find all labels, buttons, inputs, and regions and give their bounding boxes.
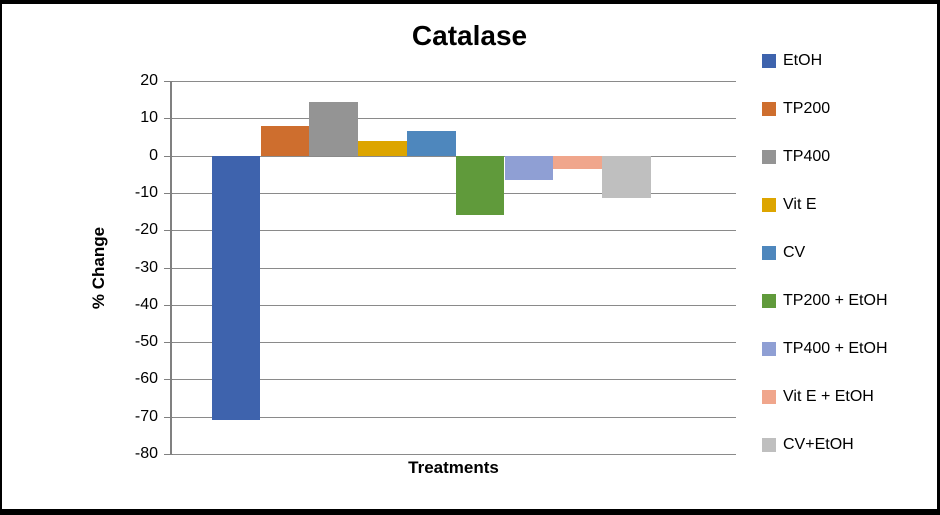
- legend-swatch-vit-e-etoh: [762, 390, 776, 404]
- legend-label: TP200: [783, 100, 831, 117]
- bar-tp200[interactable]: [260, 125, 310, 156]
- y-tick-label: -10: [134, 183, 158, 201]
- legend-item-vit-e[interactable]: Vit E: [762, 195, 817, 215]
- legend-label: CV: [783, 244, 806, 261]
- bar-tp200-etoh[interactable]: [455, 155, 505, 216]
- y-tick-mark: [164, 267, 173, 269]
- legend-swatch-cv: [762, 246, 776, 260]
- legend-label: Vit E + EtOH: [783, 388, 874, 405]
- legend-swatch-vit-e: [762, 198, 776, 212]
- y-tick-label: -20: [134, 221, 158, 239]
- bar-cv[interactable]: [406, 131, 456, 156]
- gridline--50: [171, 342, 736, 344]
- legend-item-tp400[interactable]: TP400: [762, 147, 830, 167]
- y-tick-mark: [164, 81, 173, 82]
- legend-swatch-tp400: [762, 150, 776, 164]
- y-tick-label: 10: [140, 109, 158, 127]
- y-tick-mark: [164, 304, 173, 306]
- y-tick-label: 20: [140, 72, 158, 89]
- gridline-0: [171, 155, 736, 157]
- y-tick-mark: [164, 192, 173, 194]
- y-tick-label: -30: [134, 258, 158, 276]
- bar-cv-etoh[interactable]: [602, 155, 651, 199]
- y-tick-label: -70: [134, 407, 158, 425]
- legend-label: TP400 + EtOH: [783, 340, 888, 357]
- gridline--10: [171, 192, 736, 194]
- legend-swatch-tp400-etoh: [762, 342, 776, 356]
- chart-title: Catalase: [411, 20, 528, 51]
- y-tick-mark: [164, 342, 173, 344]
- legend-item-vit-e-etoh[interactable]: Vit E + EtOH: [762, 387, 874, 407]
- y-tick-label: 0: [149, 146, 158, 164]
- legend-item-tp200[interactable]: TP200: [762, 99, 830, 119]
- bar-vit-e[interactable]: [358, 140, 407, 156]
- legend-item-etoh[interactable]: EtOH: [762, 51, 822, 71]
- legend-item-tp200-etoh[interactable]: TP200 + EtOH: [762, 291, 888, 311]
- legend-item-tp400-etoh[interactable]: TP400 + EtOH: [762, 339, 888, 359]
- y-tick-mark: [164, 155, 173, 157]
- y-tick-mark: [164, 118, 173, 120]
- legend-swatch-tp200-etoh: [762, 294, 776, 308]
- legend-swatch-cv-etoh: [762, 438, 776, 452]
- legend-item-cv[interactable]: CV: [762, 243, 805, 263]
- gridline--40: [171, 304, 736, 306]
- y-tick-mark: [164, 454, 173, 455]
- bar-vit-e-etoh[interactable]: [553, 155, 603, 169]
- x-axis-title: Treatments: [408, 458, 499, 477]
- legend-swatch-tp200: [762, 102, 776, 116]
- y-tick-label: -50: [134, 333, 158, 351]
- y-tick-mark: [164, 379, 173, 381]
- gridline-20: [171, 81, 736, 82]
- bar-tp400-etoh[interactable]: [504, 155, 554, 180]
- y-tick-mark: [164, 416, 173, 418]
- gridline--80: [171, 454, 736, 455]
- legend-swatch-etoh: [762, 54, 776, 68]
- bar-tp400[interactable]: [309, 101, 359, 156]
- legend-item-cv-etoh[interactable]: CV+EtOH: [762, 435, 854, 455]
- y-tick-mark: [164, 230, 173, 232]
- bar-etoh[interactable]: [211, 155, 261, 421]
- y-tick-label: -80: [134, 445, 158, 462]
- legend-label: CV+EtOH: [783, 436, 854, 453]
- gridline--60: [171, 379, 736, 381]
- y-tick-label: -40: [134, 295, 158, 313]
- legend-label: Vit E: [783, 196, 817, 213]
- y-tick-label: -60: [134, 370, 158, 388]
- legend-label: TP200 + EtOH: [783, 292, 888, 309]
- gridline-10: [171, 118, 736, 120]
- y-axis-line: [170, 81, 172, 455]
- gridline--70: [171, 416, 736, 418]
- legend-label: TP400: [783, 148, 831, 165]
- gridline--20: [171, 230, 736, 232]
- legend-label: EtOH: [783, 52, 823, 69]
- gridline--30: [171, 267, 736, 269]
